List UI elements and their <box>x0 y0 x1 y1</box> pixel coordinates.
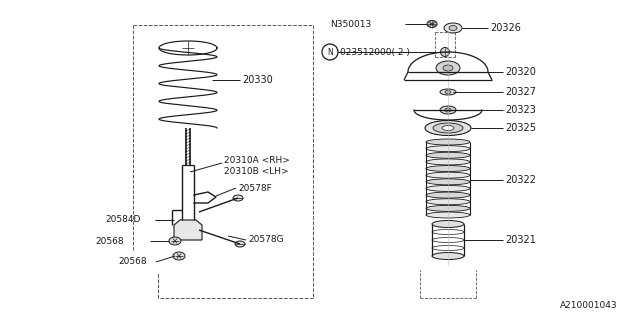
Ellipse shape <box>426 212 470 218</box>
Ellipse shape <box>432 220 464 228</box>
Ellipse shape <box>440 106 456 114</box>
Ellipse shape <box>426 186 470 191</box>
Ellipse shape <box>449 26 457 30</box>
Ellipse shape <box>440 47 449 57</box>
Ellipse shape <box>445 108 451 112</box>
Ellipse shape <box>426 205 470 212</box>
Ellipse shape <box>436 61 460 75</box>
Text: 20320: 20320 <box>505 67 536 77</box>
Text: 20584D: 20584D <box>105 215 140 225</box>
Text: 20310A <RH>: 20310A <RH> <box>224 156 290 164</box>
Text: 023512000( 2 ): 023512000( 2 ) <box>340 47 410 57</box>
Text: N: N <box>327 47 333 57</box>
Ellipse shape <box>426 179 470 185</box>
Text: 20326: 20326 <box>490 23 521 33</box>
Ellipse shape <box>432 252 464 260</box>
Ellipse shape <box>426 152 470 158</box>
Ellipse shape <box>426 165 470 172</box>
Ellipse shape <box>427 20 437 28</box>
Ellipse shape <box>426 139 470 145</box>
Ellipse shape <box>426 159 470 165</box>
Ellipse shape <box>233 195 243 201</box>
Polygon shape <box>174 220 202 240</box>
Ellipse shape <box>445 91 451 93</box>
Text: 20322: 20322 <box>505 175 536 185</box>
Text: 20323: 20323 <box>505 105 536 115</box>
Ellipse shape <box>433 123 463 133</box>
Ellipse shape <box>173 252 185 260</box>
Text: 20330: 20330 <box>242 75 273 85</box>
Ellipse shape <box>425 121 471 135</box>
Text: 20568: 20568 <box>118 258 147 267</box>
Text: 20568: 20568 <box>95 236 124 245</box>
Ellipse shape <box>443 65 453 71</box>
Ellipse shape <box>235 241 245 247</box>
Ellipse shape <box>444 23 462 33</box>
Ellipse shape <box>426 146 470 152</box>
Ellipse shape <box>426 199 470 205</box>
Ellipse shape <box>426 192 470 198</box>
Text: 20325: 20325 <box>505 123 536 133</box>
Text: 20321: 20321 <box>505 235 536 245</box>
Ellipse shape <box>169 237 181 245</box>
Text: 20578G: 20578G <box>248 236 284 244</box>
Text: A210001043: A210001043 <box>561 301 618 310</box>
Text: N350013: N350013 <box>330 20 371 28</box>
Text: 20327: 20327 <box>505 87 536 97</box>
Ellipse shape <box>426 172 470 178</box>
Text: 20310B <LH>: 20310B <LH> <box>224 166 289 175</box>
Ellipse shape <box>442 125 454 131</box>
Ellipse shape <box>440 89 456 95</box>
Text: 20578F: 20578F <box>238 183 272 193</box>
